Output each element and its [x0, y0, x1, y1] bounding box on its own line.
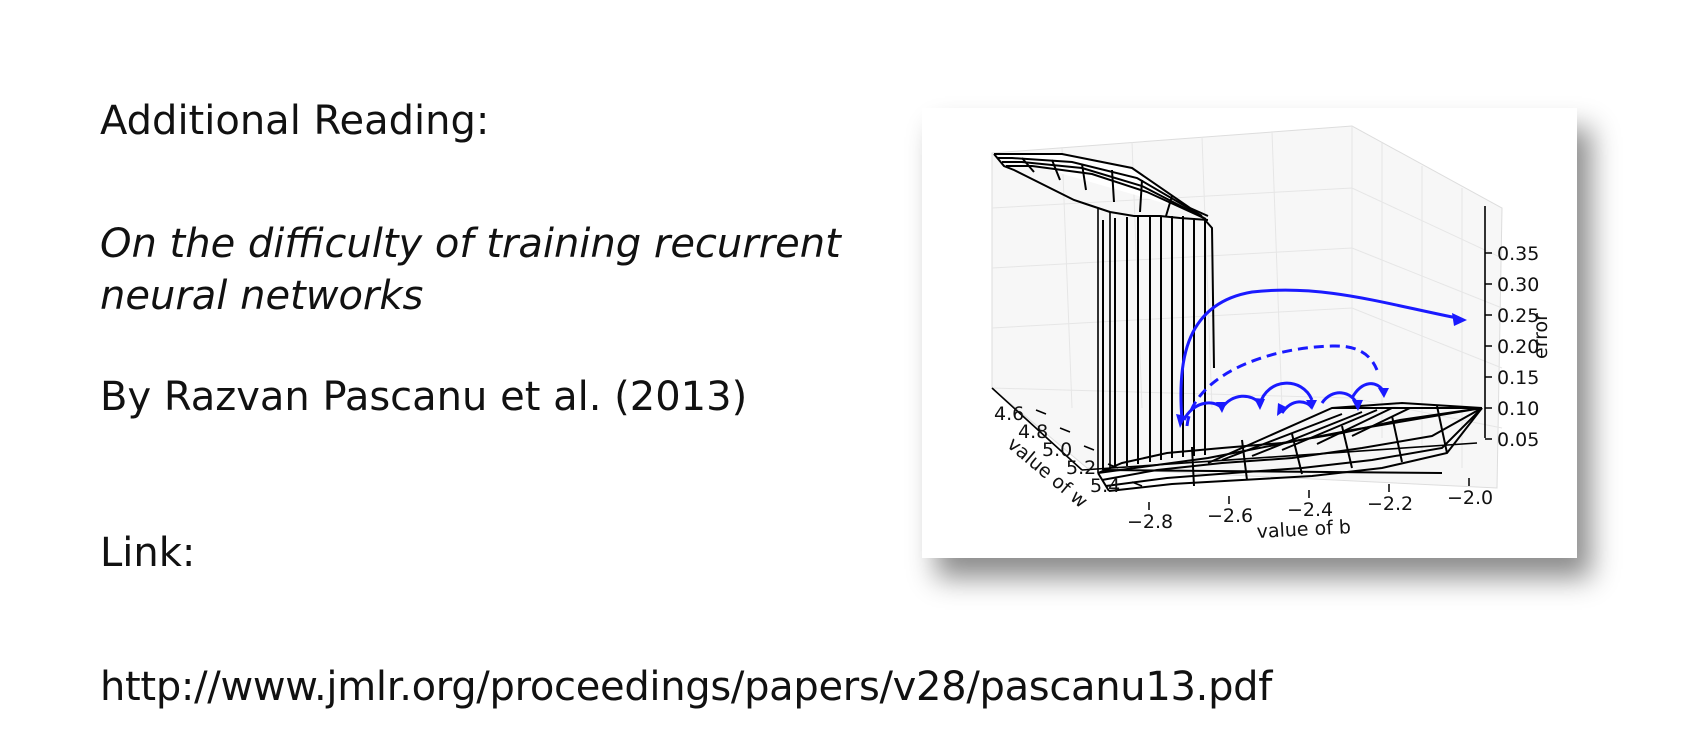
error-tick-label: 0.35 — [1497, 243, 1539, 265]
b-tick-label: −2.6 — [1207, 505, 1253, 527]
error-tick-label: 0.25 — [1497, 305, 1539, 327]
w-tick-mark — [1131, 481, 1143, 487]
w-axis-ticks: 4.64.85.05.25.4 — [994, 403, 1143, 497]
error-tick-label: 0.15 — [1497, 367, 1539, 389]
axes-lines — [991, 206, 1486, 471]
w-tick-mark — [1035, 409, 1047, 415]
w-tick-mark — [1083, 445, 1095, 451]
error-axis-label: error — [1530, 313, 1552, 359]
trajectory-arrowheads — [1176, 313, 1467, 428]
error-surface-mesh — [993, 153, 1483, 492]
paper-title-line-2: neural networks — [100, 273, 424, 319]
paper-title: On the difficulty of training recurrent … — [100, 218, 841, 322]
author-line: By Razvan Pascanu et al. (2013) — [100, 374, 748, 420]
error-tick-label: 0.20 — [1497, 336, 1539, 358]
b-tick-label: −2.2 — [1367, 493, 1413, 515]
link-label: Link: — [100, 530, 196, 576]
error-tick-label: 0.30 — [1497, 274, 1539, 296]
error-tick-label: 0.05 — [1497, 429, 1539, 451]
w-tick-mark — [1107, 463, 1119, 469]
section-heading: Additional Reading: — [100, 98, 490, 144]
error-surface-plot: 0.350.300.250.200.150.100.05 4.64.85.05.… — [991, 125, 1552, 543]
w-tick-label: 4.8 — [1018, 421, 1048, 443]
b-axis-label: value of b — [1256, 516, 1351, 543]
paper-title-line-1: On the difficulty of training recurrent — [100, 221, 841, 267]
w-tick-mark — [1059, 427, 1071, 433]
w-tick-label: 5.2 — [1066, 457, 1096, 479]
b-tick-label: −2.8 — [1127, 511, 1173, 533]
w-tick-label: 5.0 — [1042, 439, 1072, 461]
paper-url[interactable]: http://www.jmlr.org/proceedings/papers/v… — [100, 664, 1273, 710]
w-tick-label: 5.4 — [1090, 475, 1120, 497]
error-surface-figure: 0.35 0.30 0.25 0.20 0.15 0.10 0.05 4.6 4.8 5.0 5.… — [922, 108, 1577, 558]
error-tick-label: 0.10 — [1497, 398, 1539, 420]
w-tick-label: 4.6 — [994, 403, 1024, 425]
b-tick-label: −2.4 — [1287, 499, 1333, 521]
error-axis-ticks: 0.35 0.30 0.25 0.20 0.15 0.10 0.05 — [1485, 243, 1539, 451]
b-tick-label: −2.0 — [1447, 487, 1493, 509]
pane-grid — [991, 125, 1503, 489]
b-axis-ticks: −2.8 −2.6 −2.4 −2.2 −2.0 — [1127, 478, 1493, 533]
